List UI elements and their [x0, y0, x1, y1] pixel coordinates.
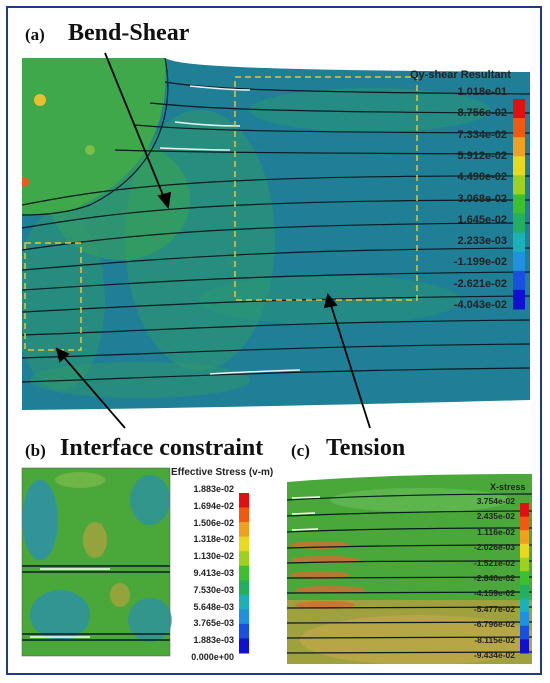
colorbar-tick-label: 1.883e-02 [193, 484, 234, 494]
colorbar-tick-label: 0.000e+00 [191, 652, 234, 662]
colorbar-segment [520, 625, 529, 640]
panel-a-label: (a) [25, 25, 45, 44]
panel-a-colorbar [513, 99, 525, 310]
colorbar-tick-label: 3.754e-02 [476, 496, 515, 506]
colorbar-tick-label: 5.912e-02 [457, 149, 507, 162]
colorbar-segment [520, 543, 529, 559]
colorbar-tick-label: 1.694e-02 [193, 500, 234, 511]
colorbar-tick-label: 2.435e-02 [476, 511, 515, 522]
colorbar-tick-label: 1.130e-02 [193, 551, 234, 562]
colorbar-tick-label: 9.413e-03 [193, 568, 234, 578]
colorbar-tick-label: 3.765e-03 [193, 618, 234, 629]
colorbar-segment [520, 516, 529, 531]
colorbar-tick-label: 8.756e-02 [457, 107, 507, 120]
colorbar-segment [513, 156, 525, 176]
panel-c-colorbar [520, 503, 529, 654]
colorbar-segment [239, 522, 249, 538]
colorbar-segment [513, 175, 525, 195]
colorbar-tick-label: -2.840e-02 [473, 573, 515, 583]
colorbar-segment [513, 213, 525, 234]
colorbar-segment [520, 571, 529, 586]
colorbar-segment [520, 612, 529, 627]
colorbar-segment [513, 118, 525, 138]
colorbar-tick-label: 4.490e-02 [457, 171, 507, 184]
colorbar-segment [520, 557, 529, 572]
colorbar-segment [513, 289, 525, 310]
colorbar-tick-label: -8.115e-02 [474, 634, 515, 645]
colorbar-tick-label: 1.506e-02 [193, 517, 234, 528]
colorbar-segment [239, 594, 249, 610]
colorbar-segment [239, 551, 249, 567]
colorbar-segment [239, 609, 249, 625]
panel-b-scale-title: Effective Stress (v-m) [171, 467, 274, 478]
colorbar-tick-label: -1.521e-02 [473, 557, 515, 568]
colorbar-segment [513, 194, 525, 215]
colorbar-tick-label: 7.530e-03 [193, 584, 234, 595]
colorbar-segment [513, 251, 525, 272]
panel-c-title: Tension [326, 435, 406, 461]
colorbar-segment [239, 507, 249, 523]
panel-c-scale-title: X-stress [490, 482, 526, 492]
colorbar-segment [239, 493, 249, 509]
colorbar-segment [520, 530, 529, 545]
colorbar-tick-label: 1.318e-02 [193, 534, 234, 545]
colorbar-tick-label: -9.434e-02 [473, 650, 515, 660]
panel-c-label: (c) [291, 441, 310, 460]
colorbar-segment [239, 580, 249, 596]
colorbar-segment [239, 565, 249, 581]
colorbar-segment [520, 639, 529, 654]
colorbar-segment [239, 536, 249, 552]
panel-b-label: (b) [25, 441, 46, 460]
colorbar-segment [520, 598, 529, 613]
colorbar-tick-label: -1.199e-02 [453, 256, 507, 269]
colorbar-tick-label: -5.477e-02 [473, 603, 515, 614]
panel-a-scale-title: Qy-shear Resultant [410, 69, 511, 81]
panel-a-title: Bend-Shear [68, 20, 190, 46]
colorbar-segment [520, 503, 529, 518]
colorbar-segment [239, 623, 249, 639]
colorbar-tick-label: 1.883e-03 [193, 635, 234, 646]
colorbar-segment [520, 584, 529, 599]
colorbar-segment [513, 137, 525, 157]
colorbar-tick-label: 7.334e-02 [457, 128, 507, 141]
colorbar-tick-label: 3.068e-02 [457, 192, 507, 205]
colorbar-segment [513, 232, 525, 253]
colorbar-segment [513, 99, 525, 119]
colorbar-tick-label: 1.018e-01 [457, 86, 507, 98]
colorbar-segment [513, 270, 525, 291]
panel-b-colorbar [239, 493, 249, 654]
colorbar-tick-label: 1.645e-02 [457, 213, 507, 226]
colorbar-tick-label: -6.796e-02 [473, 619, 515, 630]
colorbar-tick-label: -2.621e-02 [453, 277, 507, 290]
colorbar-tick-label: 1.116e-02 [477, 526, 515, 537]
panel-b-title: Interface constraint [60, 435, 264, 461]
colorbar-tick-label: -4.159e-02 [473, 588, 515, 599]
colorbar-tick-label: -2.026e-03 [473, 542, 515, 553]
colorbar-tick-label: 2.233e-03 [457, 235, 507, 248]
colorbar-tick-label: 5.648e-03 [193, 601, 234, 612]
colorbar-tick-label: -4.043e-02 [453, 299, 507, 311]
colorbar-segment [239, 638, 249, 654]
